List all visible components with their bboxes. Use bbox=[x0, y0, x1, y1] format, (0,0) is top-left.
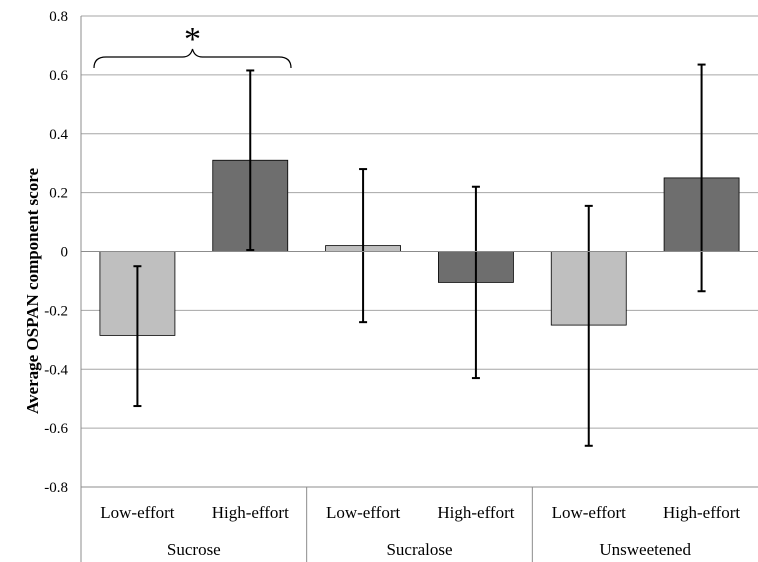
group-label: Sucrose bbox=[167, 540, 221, 559]
significance-asterisk: * bbox=[184, 21, 201, 58]
significance-bracket bbox=[93, 48, 292, 69]
y-tick-label: 0.8 bbox=[49, 9, 68, 25]
bars bbox=[99, 159, 740, 336]
y-tick-label: -0.2 bbox=[44, 303, 68, 319]
group-label: Unsweetened bbox=[599, 540, 691, 559]
y-tick-label: 0.6 bbox=[49, 68, 68, 84]
error-bars bbox=[133, 63, 706, 447]
x-tick-label: High-effort bbox=[437, 503, 514, 522]
y-tick-label: -0.6 bbox=[44, 421, 68, 437]
y-tick-label: 0 bbox=[61, 245, 69, 261]
x-tick-label: High-effort bbox=[663, 503, 740, 522]
y-tick-labels: -0.8 -0.6 -0.4 -0.2 0 0.2 0.4 0.6 0.8 bbox=[44, 9, 68, 496]
gridlines bbox=[81, 15, 758, 488]
y-tick-label: 0.2 bbox=[49, 186, 68, 202]
x-tick-label: High-effort bbox=[212, 503, 289, 522]
y-tick-label: -0.8 bbox=[44, 480, 68, 496]
significance-annotation: * bbox=[93, 21, 292, 69]
x-tick-label: Low-effort bbox=[326, 503, 401, 522]
axes bbox=[80, 16, 758, 562]
x-tick-label: Low-effort bbox=[100, 503, 175, 522]
y-tick-label: 0.4 bbox=[49, 127, 68, 143]
group-label: Sucralose bbox=[386, 540, 452, 559]
y-tick-label: -0.4 bbox=[44, 362, 68, 378]
x-category-labels: Low-effort High-effort Low-effort High-effo… bbox=[100, 503, 740, 559]
x-tick-label: Low-effort bbox=[552, 503, 627, 522]
y-axis-label: Average OSPAN component score bbox=[23, 168, 42, 414]
